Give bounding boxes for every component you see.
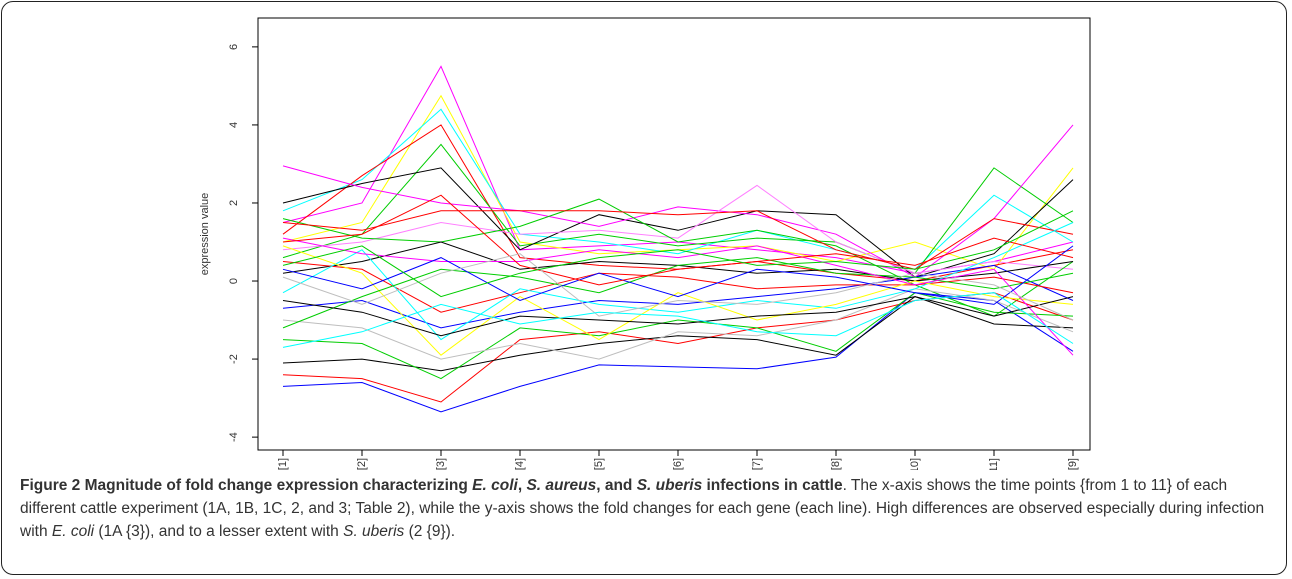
- caption: Figure 2 Magnitude of fold change expres…: [20, 474, 1275, 543]
- x-tick-label: 1C[8]: [830, 458, 842, 470]
- caption-text: . The x-axis shows the time points {from…: [20, 477, 1265, 540]
- series-line: [282, 292, 1074, 348]
- series-line: [282, 222, 1074, 341]
- y-tick-label: 0: [228, 278, 240, 284]
- series-line: [282, 210, 1074, 270]
- y-tick-label: 4: [228, 122, 240, 128]
- series-line: [282, 124, 1074, 278]
- series-line: [282, 253, 1074, 321]
- series-line: [282, 292, 1074, 380]
- x-tick-label: 1A[3]: [435, 458, 447, 470]
- series-line: [282, 143, 1074, 274]
- caption-text: ,: [517, 477, 527, 494]
- series-line: [282, 292, 1074, 403]
- series-line: [282, 288, 1074, 360]
- caption-text: S. aureus: [526, 477, 597, 494]
- y-tick-label: -4: [228, 432, 240, 442]
- series-line: [282, 210, 1074, 298]
- plot-frame: [257, 17, 1091, 451]
- x-tick-label: 1B[6]: [672, 458, 684, 470]
- caption-text: Figure 2 Magnitude of fold change expres…: [20, 477, 473, 494]
- series-line: [282, 296, 1074, 337]
- caption-text: S. uberis: [636, 477, 703, 494]
- series-line: [282, 264, 1074, 329]
- caption-text: (1A {3}), and to a lesser extent with: [94, 523, 344, 540]
- series-line: [282, 194, 1074, 286]
- x-tick-label: 1B[4]: [514, 458, 526, 470]
- x-tick-label: 1A[1]: [277, 458, 289, 470]
- x-tick-label: 2[9]: [1067, 458, 1079, 470]
- chart: expression value -4 -2 0 2 4 6 1A[1] 1A[2] 1A[3]…: [199, 17, 1091, 470]
- series-line: [282, 167, 1074, 278]
- series-line: [282, 108, 1074, 270]
- caption-text: infections in cattle: [702, 477, 843, 494]
- x-tick-label: 1B[5]: [593, 458, 605, 470]
- y-tick-label: -2: [228, 354, 240, 364]
- series-line: [282, 261, 1074, 313]
- series-line: [282, 237, 1074, 356]
- series-line: [282, 257, 1074, 329]
- x-tick-label: 1A[2]: [356, 458, 368, 470]
- caption-text: , and: [596, 477, 637, 494]
- series-line: [282, 184, 1074, 274]
- caption-title: Figure 2 Magnitude of fold change expres…: [20, 477, 843, 494]
- series-line: [282, 94, 1074, 270]
- y-axis-label: expression value: [199, 193, 211, 276]
- caption-text: (2 {9}).: [404, 523, 456, 540]
- x-tick-label: 3[11]: [988, 458, 1000, 470]
- y-tick-label: 2: [228, 200, 240, 206]
- y-tick-label: 6: [228, 44, 240, 50]
- series-line: [282, 245, 1074, 305]
- x-tick-label: 3[10]: [909, 458, 921, 470]
- x-tick-label: 1C[7]: [751, 458, 763, 470]
- series-line: [282, 292, 1074, 413]
- caption-text: S. uberis: [343, 523, 405, 540]
- caption-text: E. coli: [472, 477, 518, 494]
- series-line: [282, 296, 1074, 372]
- caption-text: E. coli: [51, 523, 95, 540]
